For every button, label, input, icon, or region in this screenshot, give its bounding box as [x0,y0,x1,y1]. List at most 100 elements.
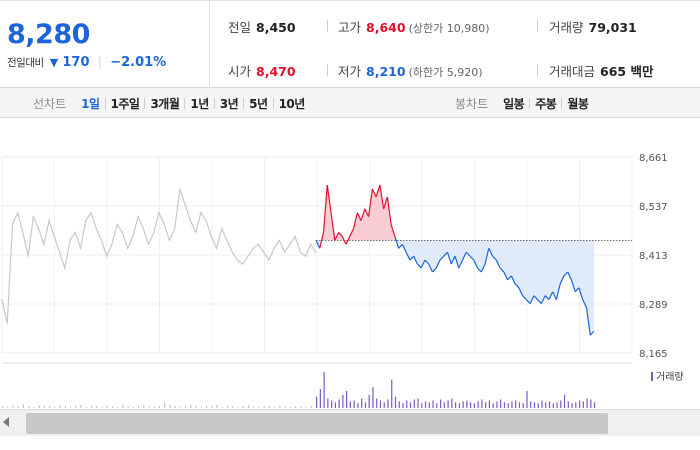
history-point [289,243,291,245]
tab-period-3y[interactable]: 3년 [219,96,239,111]
today-segment [484,248,490,265]
price-summary: 8,280 전일대비 ▼ 170 | −2.01% 전일 8,450 시가 8,47… [0,0,700,88]
volume-bar [122,404,124,408]
tab-divider [104,97,106,109]
chart-scrollbar[interactable] [0,409,700,436]
history-point [179,188,181,190]
volume-bar [364,402,367,408]
volume-bar [518,402,521,408]
today-segment [473,259,479,269]
tab-period-1w[interactable]: 1주일 [110,96,140,111]
tab-period-3m[interactable]: 3개월 [150,96,180,111]
volume-bar [594,402,596,408]
tab-period-1y[interactable]: 1년 [190,96,209,111]
volume-bar [132,407,134,408]
today-segment [499,267,505,273]
history-point [53,235,55,238]
volume-bar [346,390,348,408]
volume-bar [185,406,187,408]
history-point [236,259,239,261]
volume-bar [379,400,382,408]
history-point [147,243,150,245]
volume-bar [455,402,457,408]
volume-bar [169,405,171,408]
price-chart[interactable]: 8,661 8,537 8,413 8,289 8,165 거래량 [0,118,700,409]
up-area [316,185,594,241]
today-segment [585,307,591,336]
volume-bar [500,399,502,408]
volume-bar [334,402,336,408]
volume-bar [195,406,197,408]
history-point [268,259,270,261]
volume-bar [85,407,87,408]
volume-bar [143,405,145,408]
history-point [106,255,108,257]
today-segment [578,287,584,300]
down-area [316,240,594,336]
volume-stat: 거래량 79,031 [549,17,637,36]
history-point [111,243,113,245]
volume-bar [106,405,108,408]
volume-bar [75,406,77,408]
today-segment [368,188,373,217]
history-line [1,188,317,324]
history-point [6,322,8,324]
tab-period-5y[interactable]: 5년 [249,96,268,111]
volume-bar [153,407,155,408]
volume-value: 79,031 [588,20,637,35]
amount-value: 665 백만 [600,64,654,79]
scroll-thumb[interactable] [26,413,608,434]
change-rate: −2.01% [110,55,167,70]
tab-candle-daily[interactable]: 일봉 [503,96,525,111]
volume-bar [33,407,35,408]
volume-bar [436,403,438,408]
history-point [48,220,50,222]
volume-bar [443,402,445,408]
upper-limit: (상한가 10,980) [408,22,490,35]
volume-bar [279,405,281,408]
today-segment [394,236,400,249]
today-segment [552,291,557,300]
volume-bar [383,402,385,408]
history-point [310,243,312,245]
low-label: 저가 [338,64,362,79]
prev-close-value: 8,450 [256,20,296,35]
today-segment [345,236,351,245]
volume-bar [575,402,577,408]
history-point [116,223,118,226]
tab-divider [561,97,563,109]
volume-bar [28,406,30,408]
volume-bar [59,405,61,408]
volume-bars [2,372,596,408]
today-segment [480,263,486,273]
chart-toolbar: 선차트 1일 1주일 3개월 1년 3년 5년 10년 봉차트 일봉 주봉 월봉 [0,88,700,118]
volume-bar [38,405,40,408]
volume-bar [376,398,378,408]
high-label: 고가 [338,20,362,35]
today-segment [413,255,418,265]
low-value: 8,210 [366,64,406,79]
today-segment [330,212,336,241]
history-point [278,239,280,241]
y-tick-label: 8,537 [639,202,668,213]
volume-bar [406,400,408,408]
tab-candle-monthly[interactable]: 월봉 [567,96,589,111]
volume-bar [80,405,82,408]
volume-bar [466,400,468,408]
volume-bar [533,402,536,408]
history-point [100,239,103,241]
tab-period-10y[interactable]: 10년 [278,96,306,111]
volume-bar [111,406,113,408]
history-point [90,212,92,214]
history-point [205,220,207,222]
tab-candle-weekly[interactable]: 주봉 [535,96,557,111]
scroll-left-arrow-icon[interactable] [3,417,9,427]
history-point [242,263,244,265]
volume-bar [206,406,208,408]
volume-bar [353,400,355,408]
tab-period-1d[interactable]: 1일 [81,96,100,111]
volume-bar [582,401,584,408]
history-point [215,247,218,249]
change-label: 전일대비 [7,57,44,69]
volume-bar [247,405,249,408]
